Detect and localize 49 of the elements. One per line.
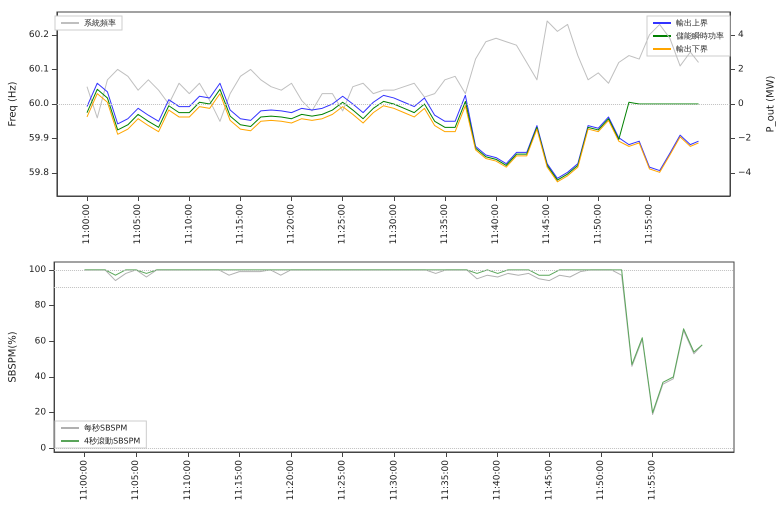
y-tick-label: 40 — [34, 372, 46, 382]
legend-label: 輸出下界 — [676, 44, 708, 54]
y-tick-label: 60 — [34, 336, 46, 346]
x-tick-label: 11:00:00 — [79, 460, 90, 500]
y2-tick-label: −4 — [738, 168, 752, 178]
legend-label: 輸出上界 — [676, 18, 708, 28]
x-tick-label: 11:05:00 — [131, 460, 142, 500]
legend-label: 4秒滾動SBSPM — [84, 436, 140, 446]
y-tick-label: 59.8 — [28, 168, 50, 178]
x-tick-label: 11:20:00 — [286, 460, 296, 500]
x-tick-label: 11:30:00 — [388, 204, 399, 244]
y-tick-label: 0 — [40, 443, 46, 454]
x-tick-label: 11:25:00 — [338, 460, 348, 500]
x-tick-label: 11:20:00 — [286, 204, 296, 244]
x-tick-label: 11:40:00 — [492, 460, 503, 500]
x-tick-label: 11:25:00 — [338, 204, 348, 244]
x-tick-label: 11:10:00 — [182, 460, 193, 500]
y-axis-title: SBSPM(%) — [8, 331, 18, 383]
x-tick-label: 11:05:00 — [133, 204, 144, 244]
x-tick-label: 11:50:00 — [593, 204, 604, 244]
x-tick-label: 11:00:00 — [82, 204, 92, 244]
legend-label: 儲能瞬時功率 — [676, 32, 724, 40]
legend-label: 系統頻率 — [84, 18, 116, 28]
y-tick-label: 60.2 — [28, 30, 49, 40]
x-tick-label: 11:55:00 — [648, 460, 658, 500]
x-tick-label: 11:45:00 — [542, 204, 552, 244]
y2-tick-label: 0 — [738, 99, 744, 109]
y-tick-label: 59.9 — [28, 134, 50, 144]
x-tick-label: 11:15:00 — [234, 460, 244, 500]
x-tick-label: 11:45:00 — [544, 460, 554, 500]
legend-label: 每秒SBSPM — [84, 424, 128, 432]
x-tick-label: 11:35:00 — [440, 204, 450, 244]
y2-axis-title: P_out (MW) — [766, 75, 776, 132]
x-tick-label: 11:50:00 — [596, 460, 606, 500]
y2-tick-label: 4 — [738, 30, 744, 40]
y-tick-label: 60.1 — [28, 64, 49, 74]
y2-tick-label: 2 — [738, 64, 744, 74]
y-axis-title: Freq (Hz) — [8, 81, 18, 127]
x-tick-label: 11:30:00 — [389, 460, 400, 500]
y-tick-label: 20 — [34, 408, 46, 418]
x-tick-label: 11:15:00 — [235, 204, 246, 244]
y-tick-label: 60.0 — [28, 99, 50, 109]
y-tick-label: 80 — [34, 300, 46, 311]
x-tick-label: 11:10:00 — [184, 204, 194, 244]
x-tick-label: 11:40:00 — [491, 204, 502, 244]
x-tick-label: 11:35:00 — [440, 460, 451, 500]
x-tick-label: 11:55:00 — [644, 204, 654, 244]
y2-tick-label: −2 — [738, 134, 752, 144]
y-tick-label: 100 — [28, 264, 46, 275]
